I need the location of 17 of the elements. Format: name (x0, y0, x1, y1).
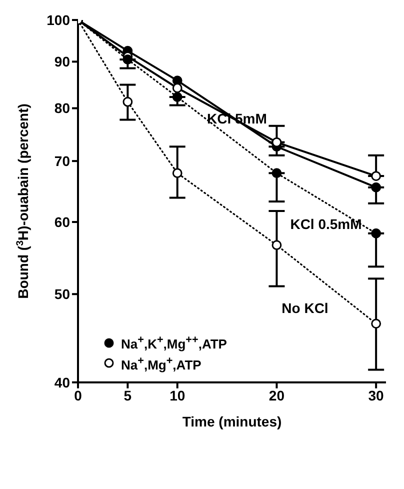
x-tick-label: 20 (268, 387, 285, 404)
x-axis-title: Time (minutes) (182, 413, 282, 430)
x-tick-label: 5 (124, 387, 132, 404)
x-tick-label: 10 (170, 387, 186, 404)
x-tick-label: 0 (74, 387, 82, 404)
y-tick-label: 90 (54, 54, 70, 70)
annotation: KCl 0.5mM (290, 216, 362, 232)
y-tick-label: 70 (54, 153, 70, 170)
y-tick-label: 50 (54, 286, 70, 302)
legend-label: Na$^{+}$,K$^{+}$,Mg$^{++}$,ATP (121, 333, 227, 353)
y-tick-label: 80 (54, 100, 70, 116)
x-tick-label: 30 (368, 387, 384, 404)
y-tick-label: 40 (54, 374, 70, 390)
y-tick-label: 60 (54, 214, 70, 230)
annotation: No KCl (282, 300, 328, 316)
y-tick-label: 100 (46, 12, 70, 28)
legend-label: Na$^{+}$,Mg$^{+}$,ATP (121, 354, 202, 373)
